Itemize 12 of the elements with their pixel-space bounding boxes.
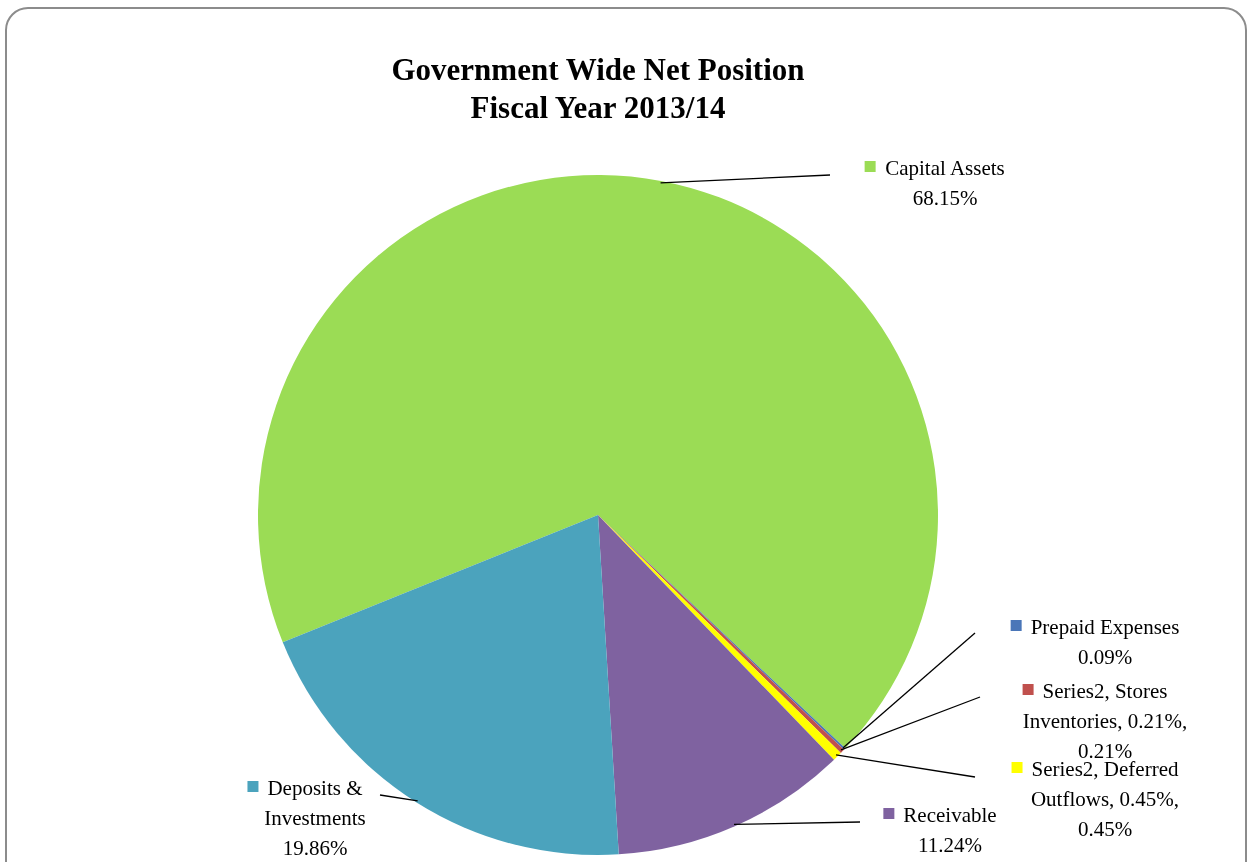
legend-label: Receivable [903,803,997,827]
pie-slice [598,515,835,855]
data-label: 19.86% [282,836,348,860]
data-label: 68.15% [912,186,978,210]
chart-subtitle: Fiscal Year 2013/14 [470,90,726,125]
chart-title: Government Wide Net Position [391,52,805,87]
legend-label: Series2, Deferred Outflows, 0.45%, 0.45% [1030,757,1180,841]
legend-label: Capital Assets [885,156,1005,180]
data-label: 0.09% [1077,645,1133,669]
legend-label: Prepaid Expenses [1030,615,1180,639]
legend-label: Deposits & Investments [264,776,366,830]
data-label: 11.24% [918,833,982,857]
